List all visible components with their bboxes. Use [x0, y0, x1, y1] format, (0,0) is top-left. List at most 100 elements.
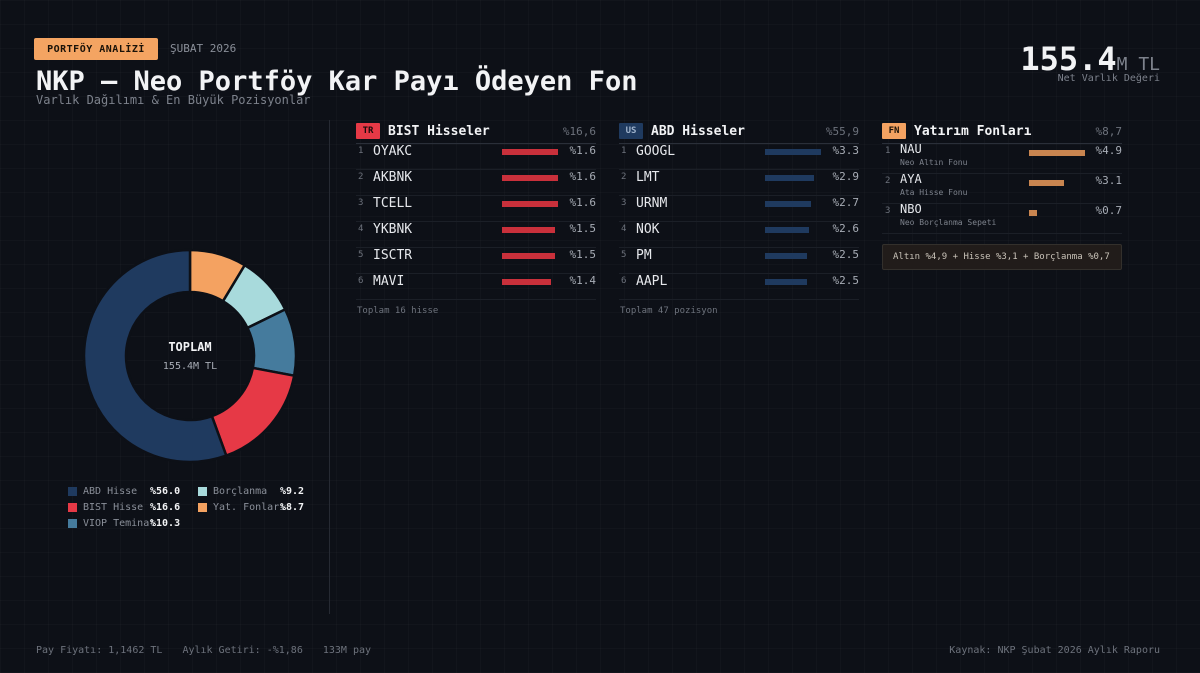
holding-weight: %1.5 — [569, 222, 597, 235]
legend-swatch — [198, 502, 207, 512]
legend-item-borclanma: Borçlanma %9.2 — [198, 484, 304, 498]
panel-header: US ABD Hisseler %55,9 — [619, 120, 859, 142]
share-price: Pay Fiyatı: 1,1462 TL — [36, 645, 163, 656]
holding-ticker: YKBNK — [373, 222, 413, 237]
holding-ticker: ISCTR — [373, 248, 413, 263]
fund-rank: 1 — [885, 146, 891, 156]
allocation-donut-chart: TOPLAM 155.4M TL — [82, 248, 298, 464]
weight-bar — [765, 201, 811, 207]
holding-ticker: URNM — [636, 196, 668, 211]
header-divider — [356, 143, 596, 144]
holding-rank: 5 — [621, 250, 627, 260]
fund-name: Neo Altın Fonu — [900, 158, 968, 167]
weight-bar — [502, 279, 551, 285]
legend-item-bist: BIST Hisse %16.6 — [68, 500, 180, 514]
donut-center-value: 155.4M TL — [163, 361, 217, 372]
holding-weight: %1.6 — [569, 144, 597, 157]
us-holdings-panel: US ABD Hisseler %55,9 1 GOOGL %3.3 2 LMT %2.… — [619, 120, 859, 316]
bist-holdings-panel: TR BIST Hisseler %16,6 1 OYAKC %1.6 2 AKBNK… — [356, 120, 596, 316]
fund-weight: %0.7 — [1095, 204, 1123, 217]
holding-row: 2 LMT %2.9 — [619, 170, 859, 196]
legend-swatch — [68, 486, 77, 496]
weight-bar — [502, 175, 558, 181]
weight-bar — [502, 201, 558, 207]
holding-weight: %1.5 — [569, 248, 597, 261]
holding-rank: 5 — [358, 250, 364, 260]
page-subtitle: Varlık Dağılımı & En Büyük Pozisyonlar — [36, 93, 311, 107]
holding-weight: %1.6 — [569, 170, 597, 183]
holding-row: 1 GOOGL %3.3 — [619, 144, 859, 170]
legend-label: Yat. Fonları — [213, 501, 286, 513]
report-date: ŞUBAT 2026 — [170, 42, 237, 55]
source-note: Kaynak: NKP Şubat 2026 Aylık Raporu — [949, 645, 1160, 656]
holding-row: 6 MAVI %1.4 — [356, 274, 596, 300]
legend-label: Borçlanma — [213, 485, 268, 497]
legend-value: %8.7 — [280, 501, 305, 513]
fund-ticker: NBO — [900, 202, 922, 216]
weight-bar — [502, 149, 558, 155]
fund-rank: 2 — [885, 176, 891, 186]
holding-row: 4 NOK %2.6 — [619, 222, 859, 248]
legend-label: BIST Hisse — [83, 501, 144, 513]
holding-weight: %2.6 — [832, 222, 860, 235]
legend-value: %10.3 — [150, 517, 181, 529]
holding-rank: 1 — [358, 146, 364, 156]
holding-row: 6 AAPL %2.5 — [619, 274, 859, 300]
fund-row: 3 NBO Neo Borçlanma Sepeti %0.7 — [882, 202, 1123, 234]
nav-value: 155.4 — [1020, 40, 1117, 78]
donut-svg: TOPLAM 155.4M TL — [82, 248, 298, 464]
fund-holdings-panel: FN Yatırım Fonları %8,7 1 NAU Neo Altın Fo… — [882, 120, 1122, 270]
legend-swatch — [68, 502, 77, 512]
holding-ticker: LMT — [636, 170, 660, 185]
panel-footer: Toplam 47 pozisyon — [620, 306, 718, 316]
legend-item-viop: VIOP Teminat %10.3 — [68, 516, 180, 530]
holding-ticker: TCELL — [373, 196, 413, 211]
holding-rank: 3 — [621, 198, 627, 208]
holding-rank: 2 — [358, 172, 364, 182]
weight-bar — [765, 175, 815, 181]
holding-rank: 3 — [358, 198, 364, 208]
fund-rank: 3 — [885, 206, 891, 216]
holding-ticker: AKBNK — [373, 170, 413, 185]
holding-rank: 2 — [621, 172, 627, 182]
legend-label: VIOP Teminat — [83, 517, 156, 529]
holding-row: 3 TCELL %1.6 — [356, 196, 596, 222]
holding-weight: %2.5 — [832, 248, 860, 261]
holdings-list: 1 GOOGL %3.3 2 LMT %2.9 3 URNM %2.7 4 NOK %2.6 5… — [619, 144, 859, 300]
donut-slice-abd-hisse — [82, 248, 228, 464]
nav-label: Net Varlık Değeri — [1057, 73, 1160, 84]
holding-ticker: GOOGL — [636, 144, 676, 159]
weight-bar — [765, 279, 808, 285]
donut-slice-bist-hisse — [210, 366, 296, 458]
fund-name: Neo Borçlanma Sepeti — [900, 218, 997, 227]
holding-rank: 4 — [358, 224, 364, 234]
fund-breakdown-note: Altın %4,9 + Hisse %3,1 + Borçlanma %0,7 — [882, 244, 1122, 270]
panel-header: TR BIST Hisseler %16,6 — [356, 120, 596, 142]
column-divider — [329, 120, 330, 614]
fund-row: 1 NAU Neo Altın Fonu %4.9 — [882, 142, 1122, 174]
holding-ticker: PM — [636, 248, 652, 263]
weight-bar — [765, 253, 808, 259]
legend-value: %16.6 — [150, 501, 181, 513]
holding-rank: 4 — [621, 224, 627, 234]
header-divider — [882, 143, 1122, 144]
holding-rank: 6 — [358, 276, 364, 286]
fund-row: 2 AYA Ata Hisse Fonu %3.1 — [882, 172, 1122, 204]
holding-weight: %2.5 — [832, 274, 860, 287]
legend-value: %9.2 — [280, 485, 305, 497]
holding-weight: %3.3 — [832, 144, 860, 157]
holding-row: 5 ISCTR %1.5 — [356, 248, 596, 274]
panel-weight: %8,7 — [1095, 124, 1123, 138]
weight-bar — [765, 227, 810, 233]
holding-ticker: AAPL — [636, 274, 668, 289]
footer-stats: Pay Fiyatı: 1,1462 TL Aylık Getiri: -%1,8… — [36, 645, 391, 656]
holdings-list: 1 OYAKC %1.6 2 AKBNK %1.6 3 TCELL %1.6 4 YKBNK%… — [356, 144, 596, 300]
legend-label: ABD Hisse — [83, 485, 138, 497]
nav-unit: M TL — [1116, 54, 1160, 75]
holding-ticker: MAVI — [373, 274, 405, 289]
monthly-return: Aylık Getiri: -%1,86 — [182, 645, 303, 656]
panel-footer: Toplam 16 hisse — [357, 306, 439, 316]
holding-row: 3 URNM %2.7 — [619, 196, 859, 222]
section-badge: PORTFÖY ANALİZİ — [34, 38, 158, 60]
fund-ticker: NAU — [900, 142, 922, 156]
